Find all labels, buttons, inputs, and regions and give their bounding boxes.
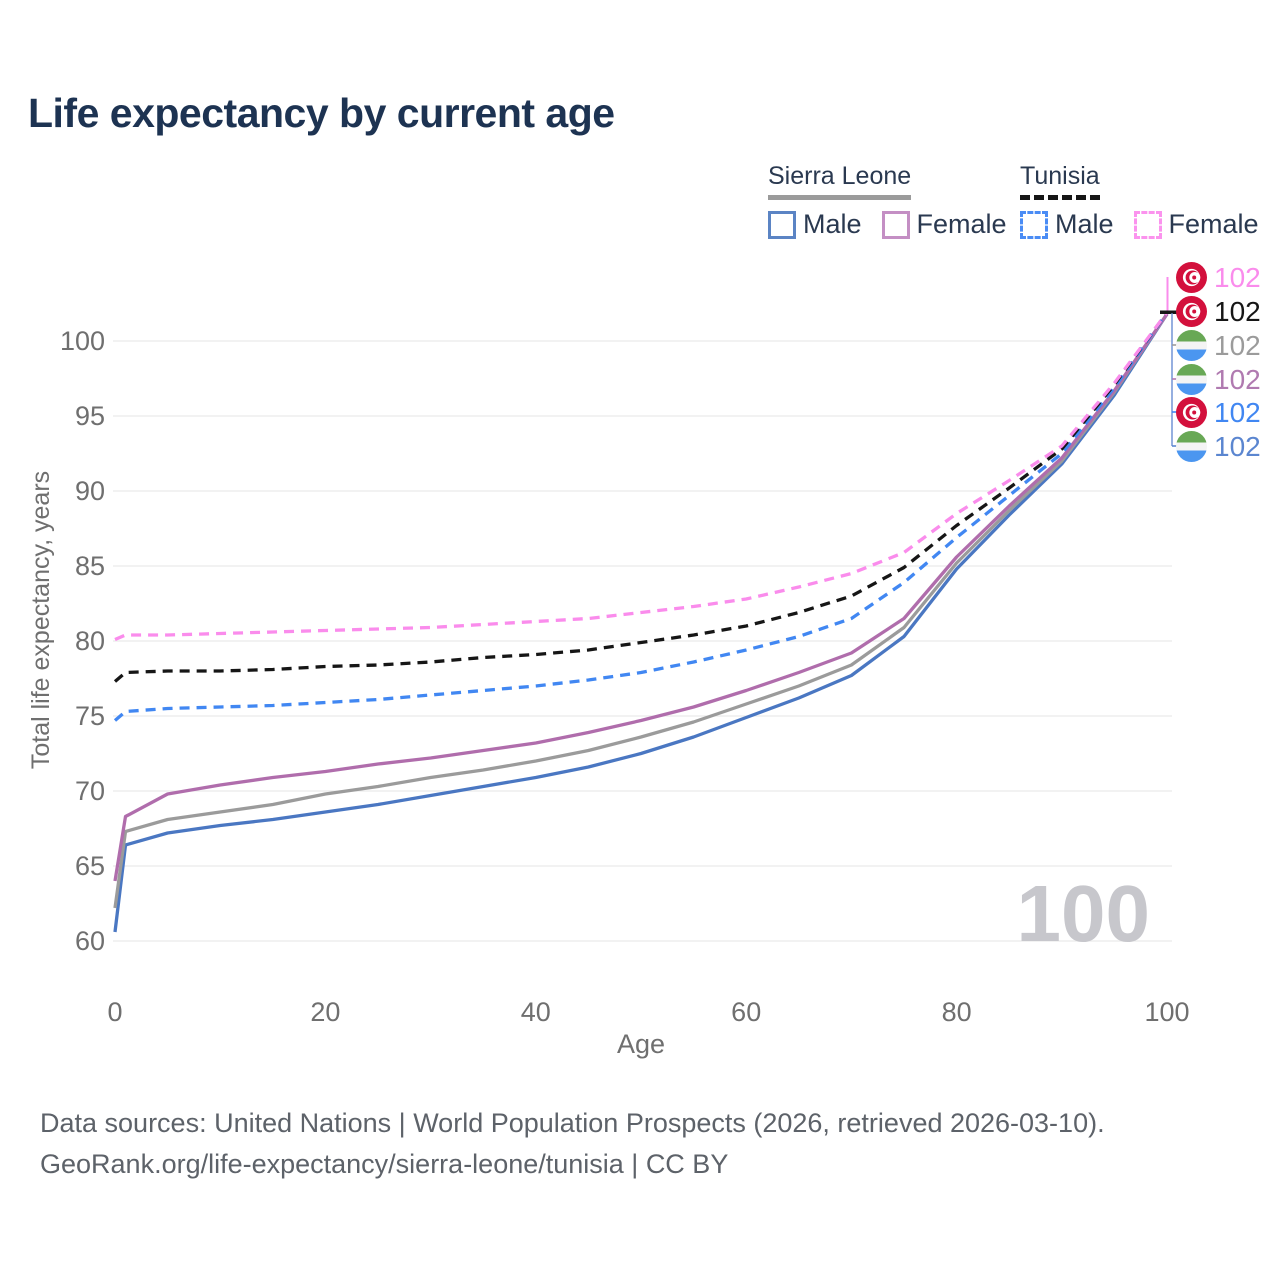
tunisia-flag-icon xyxy=(1176,296,1207,327)
end-value-sierra-leone-both: 102 xyxy=(1214,330,1261,361)
legend-label-tunisia-male: Male xyxy=(1055,209,1114,239)
end-value-tunisia-female: 102 xyxy=(1214,262,1261,293)
end-label-tunisia-male: 102 xyxy=(1176,397,1261,428)
end-value-sierra-leone-female: 102 xyxy=(1214,364,1261,395)
y-tick-label-70: 70 xyxy=(75,776,105,806)
tunisia-female-swatch-icon xyxy=(1133,210,1162,239)
legend-label-sierra-leone-female: Female xyxy=(916,209,1007,239)
sierra-leone-flag-icon xyxy=(1176,364,1207,395)
footer-source-line: Data sources: United Nations | World Pop… xyxy=(40,1108,1105,1138)
sierra-leone-female-swatch-icon xyxy=(881,210,910,239)
y-tick-label-85: 85 xyxy=(75,551,105,581)
legend-label-sierra-leone-male: Male xyxy=(803,209,862,239)
series-line-sierra-leone-both-sexes xyxy=(113,313,1169,909)
y-tick-label-65: 65 xyxy=(75,851,105,881)
end-value-tunisia-both: 102 xyxy=(1214,296,1261,327)
legend-group-sierra-leone: Sierra Leone Male Female xyxy=(768,162,1027,240)
legend-country-tunisia: Tunisia xyxy=(1020,162,1100,200)
sierra-leone-male-swatch-icon xyxy=(768,210,796,239)
legend-item-sierra-leone-male: Male xyxy=(768,209,862,240)
legend-items-sierra-leone: Male Female xyxy=(768,209,1027,240)
y-tick-label-80: 80 xyxy=(75,626,105,656)
x-tick-label-40: 40 xyxy=(521,997,551,1027)
sierra-leone-flag-icon xyxy=(1176,431,1207,462)
end-value-sierra-leone-male: 102 xyxy=(1214,431,1261,462)
series-line-sierra-leone-female xyxy=(113,313,1169,882)
x-tick-label-20: 20 xyxy=(310,997,340,1027)
tunisia-flag-icon xyxy=(1176,397,1207,428)
series-line-tunisia-female xyxy=(114,311,1169,642)
footer-link-line: GeoRank.org/life-expectancy/sierra-leone… xyxy=(40,1149,729,1179)
current-age-watermark: 100 xyxy=(1017,869,1150,958)
chart-canvas: 60 65 70 75 80 85 90 95 100 0 20 40 60 80 100 Age Total … xyxy=(27,277,1190,1059)
y-tick-label-60: 60 xyxy=(75,926,105,956)
x-tick-label-60: 60 xyxy=(731,997,761,1027)
tunisia-male-swatch-icon xyxy=(1020,210,1048,239)
sierra-leone-flag-icon xyxy=(1176,330,1207,361)
end-value-tunisia-male: 102 xyxy=(1214,397,1261,428)
legend-item-tunisia-male: Male xyxy=(1020,209,1114,240)
legend-item-tunisia-female: Female xyxy=(1133,209,1259,240)
end-label-sierra-leone-both: 102 xyxy=(1176,330,1261,361)
y-tick-label-95: 95 xyxy=(75,401,105,431)
chart-title: Life expectancy by current age xyxy=(28,90,615,136)
x-tick-label-0: 0 xyxy=(107,997,122,1027)
legend-item-sierra-leone-female: Female xyxy=(881,209,1007,240)
legend-group-tunisia: Tunisia Male Female xyxy=(1020,162,1279,240)
x-axis-title: Age xyxy=(617,1029,665,1059)
end-label-tunisia-both: 102 xyxy=(1176,296,1261,327)
end-label-tunisia-female: 102 xyxy=(1176,262,1261,293)
tunisia-flag-icon xyxy=(1176,262,1207,293)
series-line-tunisia-both-sexes xyxy=(113,311,1169,683)
series-line-sierra-leone-male xyxy=(113,313,1169,933)
legend-label-tunisia-female: Female xyxy=(1168,209,1259,239)
x-tick-label-80: 80 xyxy=(942,997,972,1027)
footer: Data sources: United Nations | World Pop… xyxy=(40,1103,1105,1185)
y-axis-title: Total life expectancy, years xyxy=(27,471,55,769)
y-tick-label-75: 75 xyxy=(75,701,105,731)
end-label-sierra-leone-female: 102 xyxy=(1176,364,1261,395)
legend-country-sierra-leone: Sierra Leone xyxy=(768,162,912,200)
legend-items-tunisia: Male Female xyxy=(1020,209,1279,240)
y-tick-label-90: 90 xyxy=(75,476,105,506)
y-tick-label-100: 100 xyxy=(60,326,105,356)
x-tick-label-100: 100 xyxy=(1144,997,1189,1027)
end-label-sierra-leone-male: 102 xyxy=(1176,431,1261,462)
